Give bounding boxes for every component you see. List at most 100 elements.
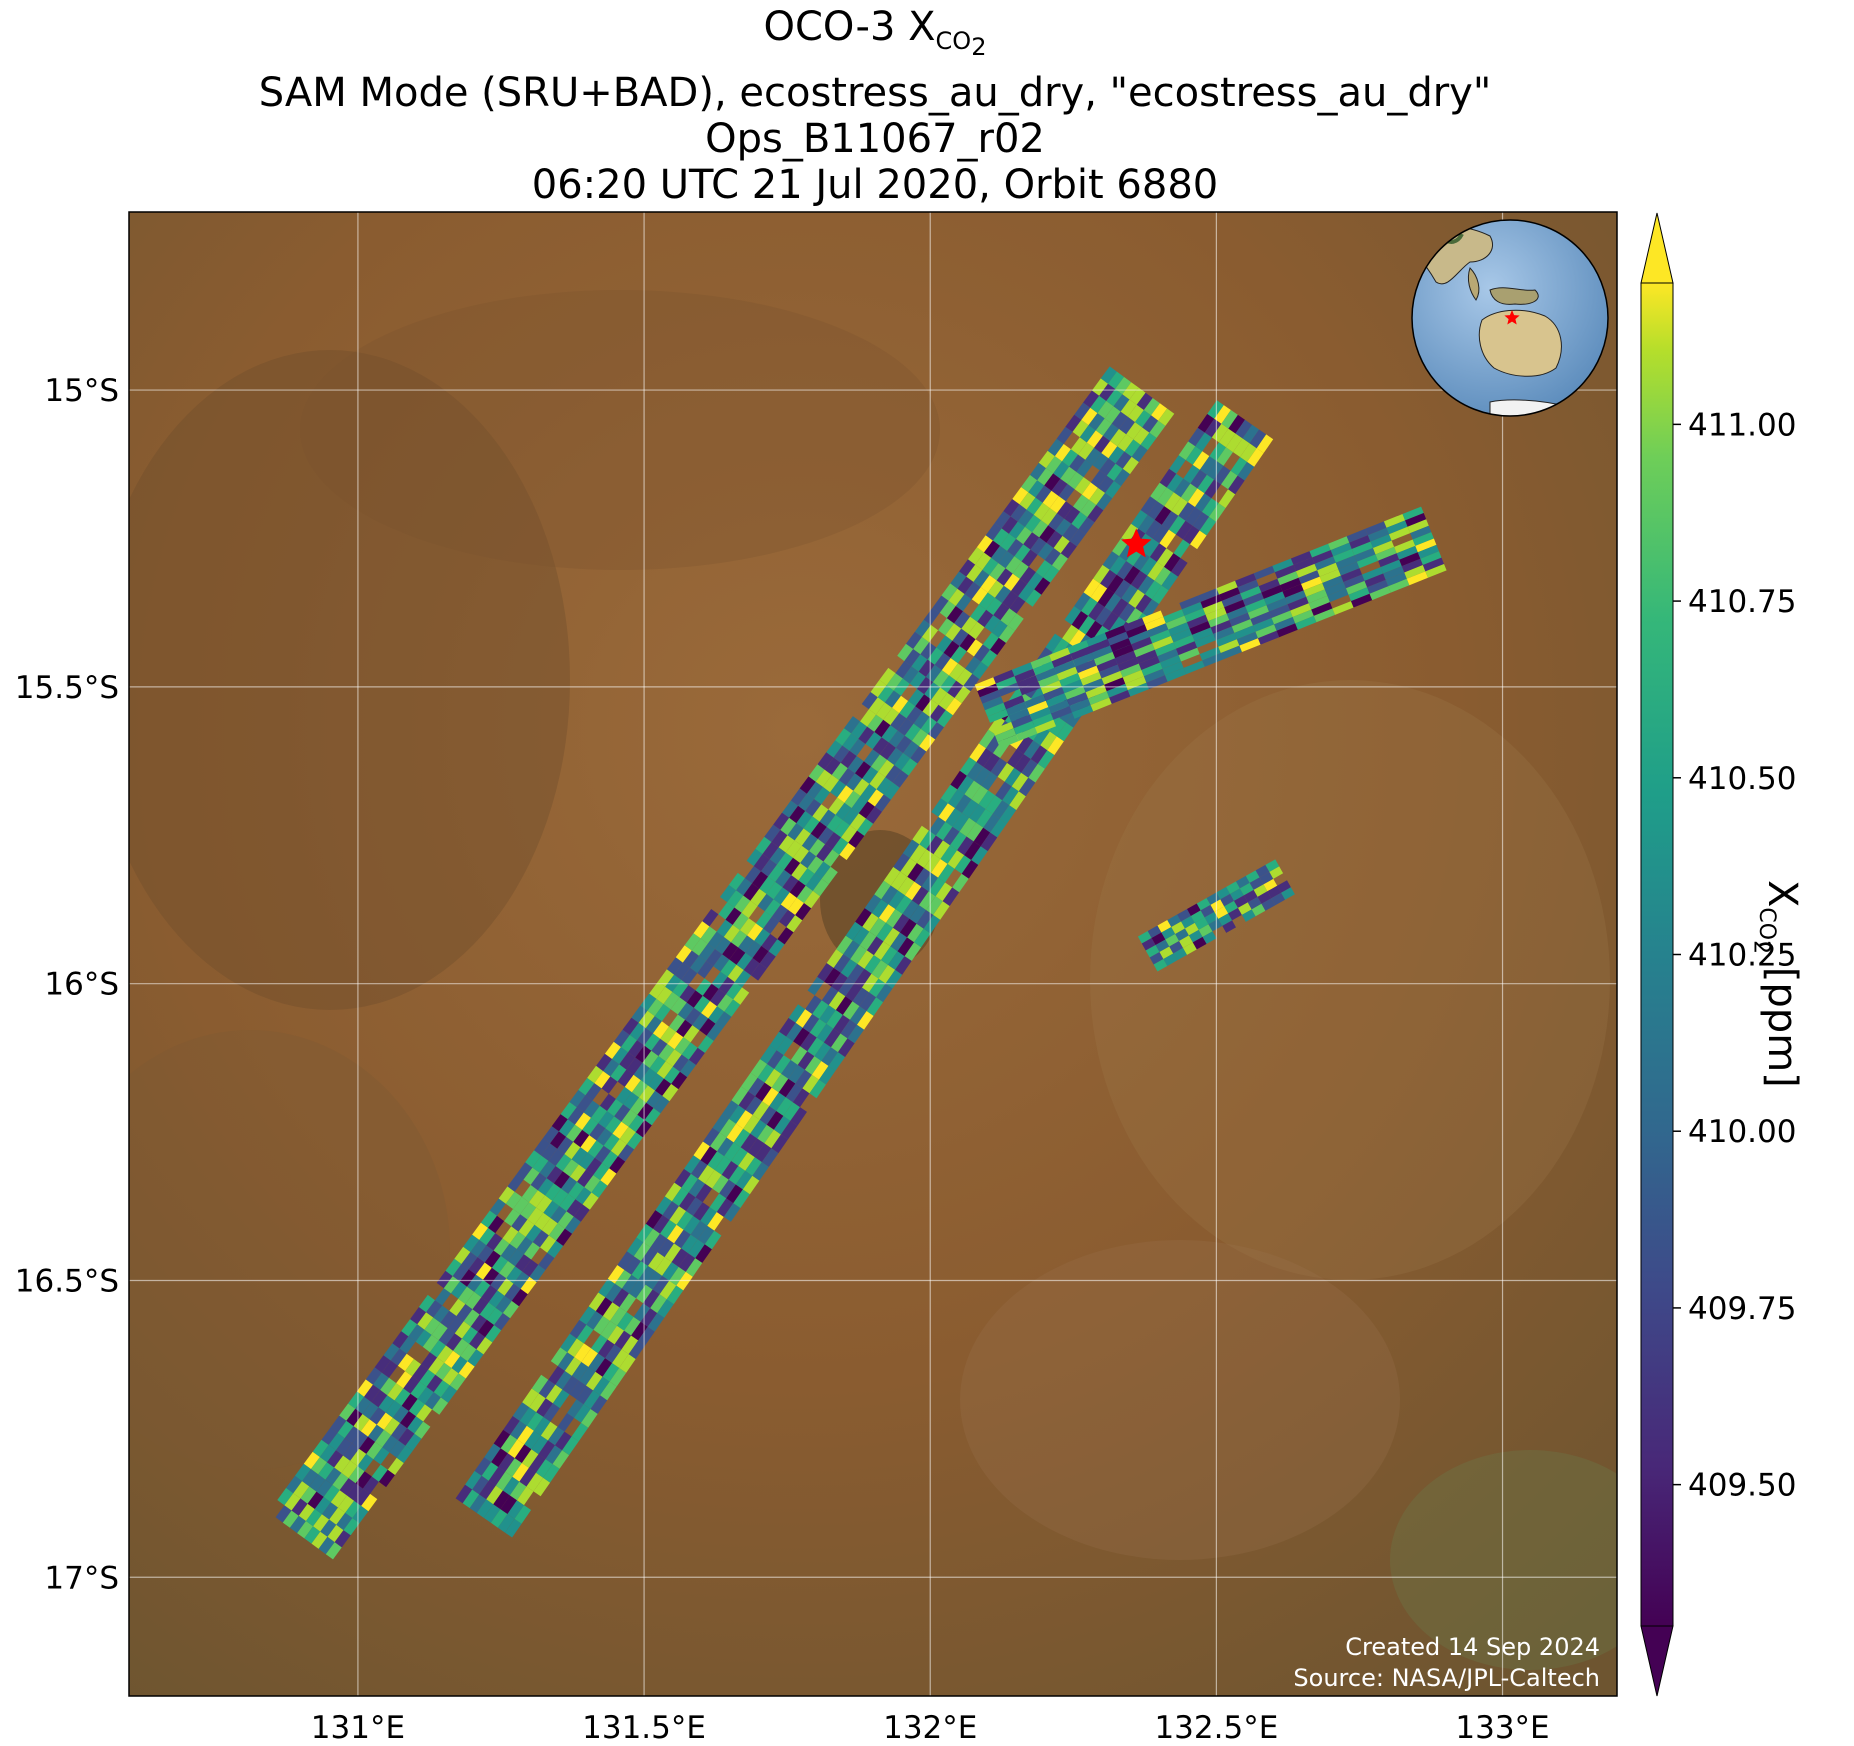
xco2-footprint [623,1092,640,1110]
xco2-footprint [791,863,808,881]
xco2-footprint [526,1472,544,1492]
xco2-footprint [693,995,710,1013]
xco2-footprint [364,1384,381,1402]
xco2-footprint [1383,566,1405,580]
xco2-footprint [1000,533,1017,551]
xco2-footprint [1208,613,1230,628]
xco2-footprint [1057,501,1073,519]
xco2-footprint [1033,661,1055,676]
xco2-footprint [1117,657,1139,671]
xco2-footprint [1216,580,1238,595]
axis-tick-labels: 131°E 131.5°E 132°E 132.5°E 133°E15°S15.5°S1… [15,373,1550,1746]
xco2-footprint [538,1379,556,1399]
xco2-footprint [1167,914,1182,927]
xco2-footprint [1026,497,1043,515]
xco2-footprint [848,830,865,848]
xco2-footprint [1062,449,1079,467]
xco2-footprint [519,1467,536,1487]
xco2-footprint [1040,731,1057,751]
xco2-footprint [739,918,756,936]
xco2-footprint [931,687,948,705]
xco2-footprint [911,654,928,672]
xco2-footprint [1196,898,1211,911]
xco2-footprint [516,1236,533,1255]
xco2-footprint [1178,502,1195,521]
xco2-footprint [503,1416,520,1435]
xco2-footprint [874,880,891,900]
xco2-footprint [533,1477,551,1497]
xco2-footprint [493,1429,511,1449]
xco2-footprint [605,1344,622,1363]
xco2-footprint [823,1028,841,1048]
xco2-footprint [446,1333,462,1351]
xco2-footprint [743,958,760,976]
xco2-footprint [762,1087,779,1107]
xco2-footprint [387,1383,404,1401]
xco2-footprint [1128,630,1150,645]
xco2-footprint [821,866,838,885]
xco2-footprint [799,776,816,794]
xco2-footprint [521,1449,539,1468]
xco2-footprint [557,1413,575,1432]
xco2-footprint [1012,561,1029,579]
xco2-footprint [982,632,999,650]
xco2-footprint [474,1279,491,1298]
y-tick-label: 16.5°S [15,1263,119,1299]
xco2-footprint [1176,641,1198,656]
xco2-footprint [1385,572,1407,587]
xco2-footprint [1265,859,1280,872]
xco2-footprint [833,820,850,838]
xco2-footprint [1216,886,1231,900]
xco2-footprint [540,1235,557,1253]
xco2-footprint [521,1184,538,1203]
xco2-footprint [424,1317,441,1335]
xco2-footprint [1209,503,1226,522]
xco2-footprint [817,752,834,770]
xco2-footprint [1375,546,1397,561]
xco2-footprint [449,1373,466,1391]
xco2-footprint [598,1111,615,1129]
xco2-footprint [538,1440,555,1460]
xco2-footprint [928,816,946,836]
xco2-footprint [701,1001,718,1019]
xco2-footprint [527,1207,544,1225]
xco2-footprint [336,1512,353,1531]
xco2-footprint [674,1168,691,1188]
xco2-footprint [1173,947,1187,961]
xco2-footprint [771,829,788,848]
xco2-footprint [1281,887,1295,900]
xco2-footprint [1239,882,1254,896]
xco2-footprint [1009,596,1026,614]
xco2-footprint [697,1035,714,1053]
xco2-footprint [1322,575,1344,590]
xco2-footprint [1043,565,1060,583]
xco2-footprint [1111,598,1129,617]
xco2-footprint [1154,566,1171,586]
xco2-footprint [912,728,928,747]
xco2-footprint [534,1138,551,1156]
xco2-footprint [828,991,846,1010]
xco2-footprint [888,951,905,970]
xco2-footprint [1197,588,1220,602]
xco2-footprint [952,813,970,832]
colorbar: 409.50409.75410.00410.25410.50410.75411.… [1640,212,1796,1697]
xco2-footprint [805,799,822,817]
xco2-footprint [920,716,937,735]
xco2-footprint [959,757,977,776]
xco2-footprint [959,817,977,837]
xco2-footprint [711,971,728,989]
xco2-footprint [664,1066,680,1084]
xco2-footprint [1218,428,1236,448]
xco2-footprint [778,835,795,853]
xco2-footprint [1249,429,1267,449]
xco2-footprint [923,914,941,934]
xco2-footprint [688,1239,705,1259]
xco2-footprint [624,1256,641,1275]
xco2-footprint [672,1054,689,1072]
xco2-footprint [776,1036,794,1056]
xco2-footprint [975,552,992,570]
xco2-footprint [486,1233,503,1251]
xco2-footprint [904,942,922,961]
xco2-footprint [693,1141,710,1161]
xco2-footprint [1195,493,1212,512]
